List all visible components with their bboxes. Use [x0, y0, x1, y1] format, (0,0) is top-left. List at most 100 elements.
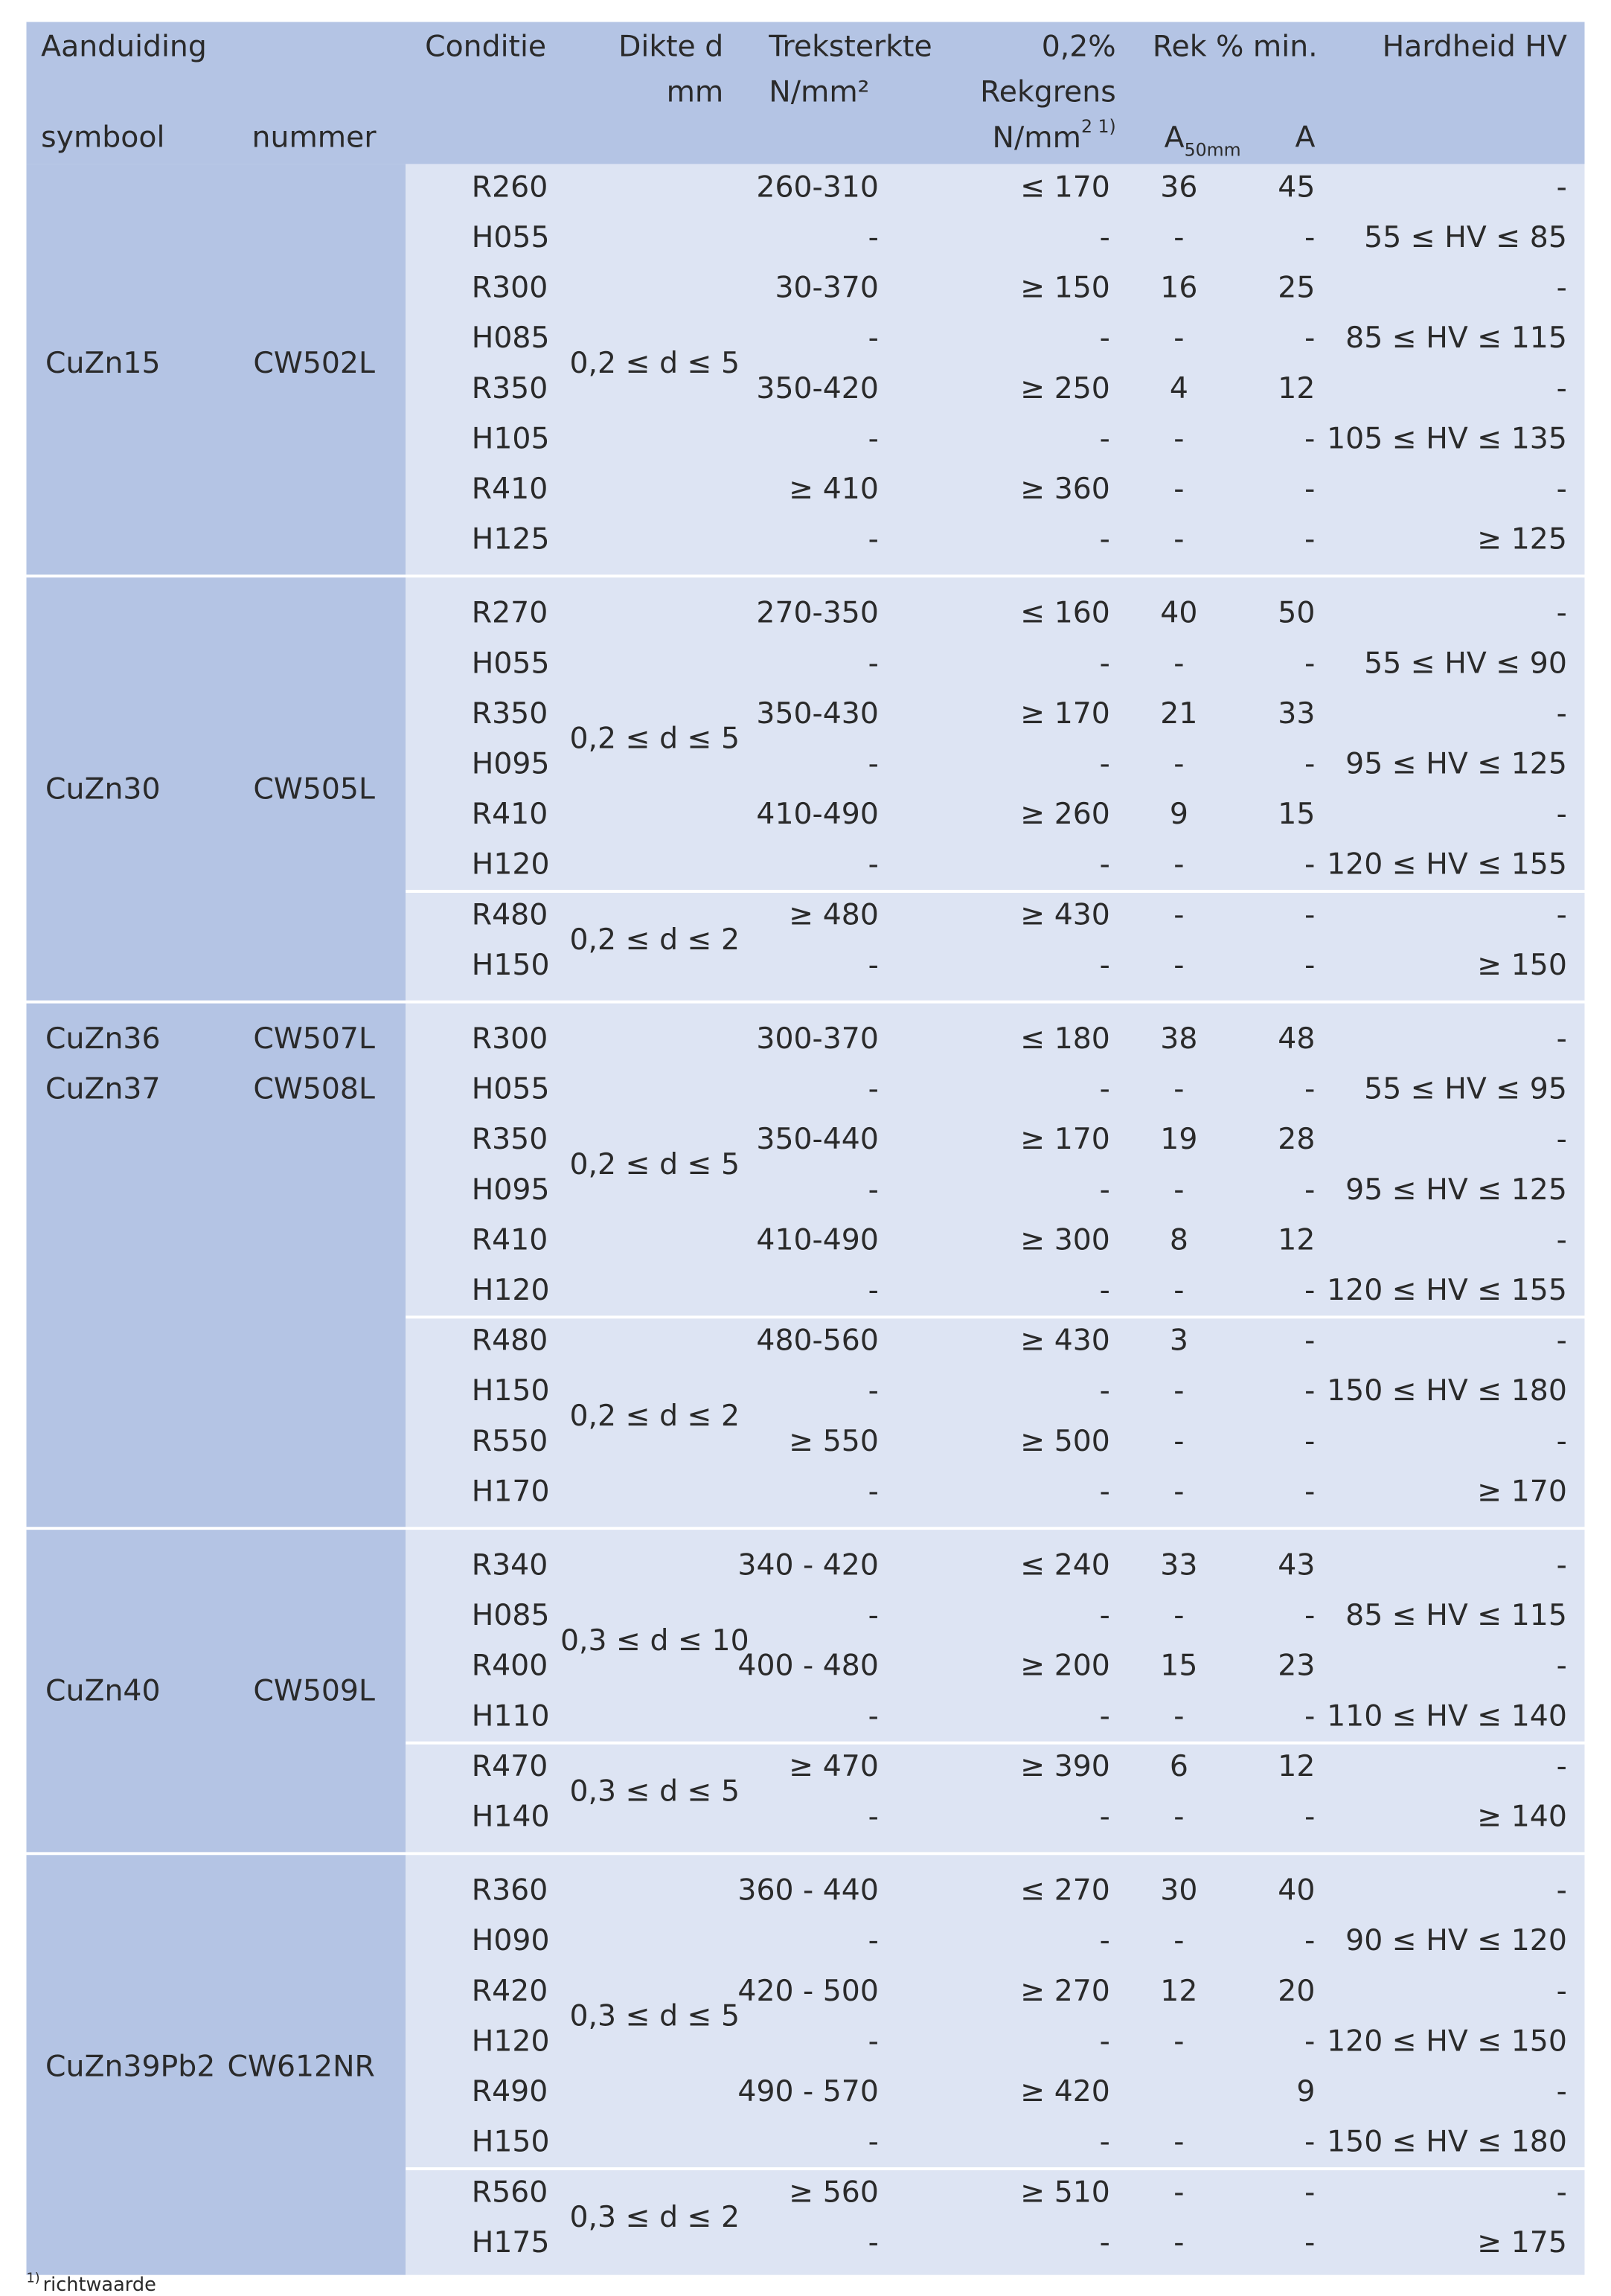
conditie-cell: R480 [472, 897, 548, 931]
rek-a-cell: - [1304, 1474, 1315, 1508]
rek-a50-cell: - [1173, 2175, 1184, 2209]
header-rekgrens-unit: N/mm2 1) [993, 116, 1116, 155]
rek-a-cell: - [1304, 2024, 1315, 2058]
rek-a-cell: - [1304, 747, 1315, 781]
rek-a-cell: 23 [1278, 1649, 1315, 1683]
treksterkte-cell: 350-440 [756, 1122, 878, 1156]
rek-a50-cell: - [1173, 522, 1184, 557]
rek-a-cell: - [1304, 646, 1315, 680]
treksterkte-cell: - [868, 1800, 879, 1834]
superscript: 2 1) [1081, 116, 1116, 137]
rekgrens-cell: ≥ 360 [1020, 472, 1110, 506]
rek-a-cell: - [1304, 421, 1315, 455]
rekgrens-cell: - [1100, 522, 1110, 557]
hardheid-cell: - [1557, 170, 1567, 204]
treksterkte-cell: ≥ 480 [789, 897, 879, 931]
rek-a50-cell: - [1173, 1072, 1184, 1106]
conditie-cell: H085 [472, 321, 550, 355]
rekgrens-cell: ≤ 240 [1020, 1548, 1110, 1582]
rekgrens-cell: ≤ 160 [1020, 596, 1110, 630]
rekgrens-cell: - [1100, 1800, 1110, 1834]
hardheid-cell: 85 ≤ HV ≤ 115 [1345, 1598, 1567, 1632]
rek-a50-cell: 8 [1170, 1222, 1188, 1257]
conditie-cell: H125 [472, 522, 550, 557]
rek-a-cell: - [1304, 1923, 1315, 1957]
nummer-cell: CW505L [253, 772, 375, 806]
conditie-cell: R360 [472, 1873, 548, 1908]
rek-a-cell: - [1304, 897, 1315, 931]
rekgrens-cell: ≥ 170 [1020, 1122, 1110, 1156]
rek-a50-cell: - [1173, 2125, 1184, 2159]
rek-a50-cell: - [1173, 421, 1184, 455]
conditie-cell: H055 [472, 646, 550, 680]
conditie-cell: R350 [472, 371, 548, 405]
hardheid-cell: 120 ≤ HV ≤ 150 [1327, 2024, 1567, 2058]
rek-a50-cell: - [1173, 948, 1184, 982]
hardheid-cell: ≥ 150 [1477, 948, 1567, 982]
treksterkte-cell: 270-350 [756, 596, 878, 630]
treksterkte-cell: - [868, 646, 879, 680]
treksterkte-cell: - [868, 220, 879, 254]
rek-a50-cell: 15 [1160, 1649, 1197, 1683]
conditie-cell: H095 [472, 747, 550, 781]
rek-a50-cell: 21 [1160, 696, 1197, 731]
treksterkte-cell: 350-430 [756, 696, 878, 731]
rek-a50-cell: - [1173, 2225, 1184, 2260]
nummer-cell: CW507L [253, 1022, 375, 1056]
rek-a-cell: - [1304, 948, 1315, 982]
rekgrens-cell: - [1100, 1923, 1110, 1957]
rekgrens-cell: - [1100, 1173, 1110, 1207]
hardheid-cell: - [1557, 1749, 1567, 1783]
rek-a50-cell: 19 [1160, 1122, 1197, 1156]
treksterkte-cell: - [868, 1072, 879, 1106]
hardheid-cell: - [1557, 271, 1567, 305]
treksterkte-cell: 490 - 570 [737, 2074, 878, 2109]
conditie-cell: R300 [472, 271, 548, 305]
hardheid-cell: - [1557, 1873, 1567, 1908]
header-treksterkte-unit: N/mm² [769, 74, 869, 109]
rek-a50-cell: - [1173, 321, 1184, 355]
rek-a50-cell: - [1173, 1474, 1184, 1508]
hardheid-cell: - [1557, 472, 1567, 506]
rek-a50-cell: - [1173, 1598, 1184, 1632]
conditie-cell: H095 [472, 1173, 550, 1207]
rekgrens-cell: ≥ 430 [1020, 1324, 1110, 1358]
dikte-cell: 0,3 ≤ d ≤ 5 [569, 1774, 740, 1809]
treksterkte-cell: 400 - 480 [737, 1649, 878, 1683]
treksterkte-cell: 420 - 500 [737, 1974, 878, 2008]
header-background [26, 22, 1585, 164]
conditie-cell: H055 [472, 220, 550, 254]
rek-a50-cell: - [1173, 847, 1184, 882]
hardheid-cell: 110 ≤ HV ≤ 140 [1327, 1699, 1567, 1733]
hardheid-cell: 90 ≤ HV ≤ 120 [1345, 1923, 1567, 1957]
symbool-cell: CuZn30 [45, 772, 160, 806]
rekgrens-cell: ≤ 170 [1020, 170, 1110, 204]
treksterkte-cell: ≥ 470 [789, 1749, 879, 1783]
rekgrens-cell: ≥ 200 [1020, 1649, 1110, 1683]
rek-a-cell: - [1304, 1072, 1315, 1106]
conditie-cell: H085 [472, 1598, 550, 1632]
conditie-cell: H175 [472, 2225, 550, 2260]
hardheid-cell: 95 ≤ HV ≤ 125 [1345, 747, 1567, 781]
rekgrens-cell: ≥ 260 [1020, 797, 1110, 831]
rekgrens-cell: - [1100, 220, 1110, 254]
rekgrens-cell: ≥ 390 [1020, 1749, 1110, 1783]
treksterkte-cell: - [868, 2024, 879, 2058]
rekgrens-cell: ≥ 430 [1020, 897, 1110, 931]
a50-subscript: 50mm [1185, 139, 1241, 160]
rekgrens-cell: ≥ 420 [1020, 2074, 1110, 2109]
hardheid-cell: - [1557, 1122, 1567, 1156]
rek-a50-cell: 36 [1160, 170, 1197, 204]
treksterkte-cell: 360 - 440 [737, 1873, 878, 1908]
rek-a-cell: 12 [1278, 1222, 1315, 1257]
nummer-cell: CW502L [253, 346, 375, 380]
treksterkte-cell: 30-370 [775, 271, 878, 305]
hardheid-cell: - [1557, 596, 1567, 630]
dikte-cell: 0,2 ≤ d ≤ 2 [569, 1399, 740, 1433]
conditie-cell: R480 [472, 1324, 548, 1358]
conditie-cell: R410 [472, 472, 548, 506]
rek-a-cell: 48 [1278, 1022, 1315, 1056]
rekgrens-cell: ≥ 170 [1020, 696, 1110, 731]
rekgrens-cell: - [1100, 421, 1110, 455]
